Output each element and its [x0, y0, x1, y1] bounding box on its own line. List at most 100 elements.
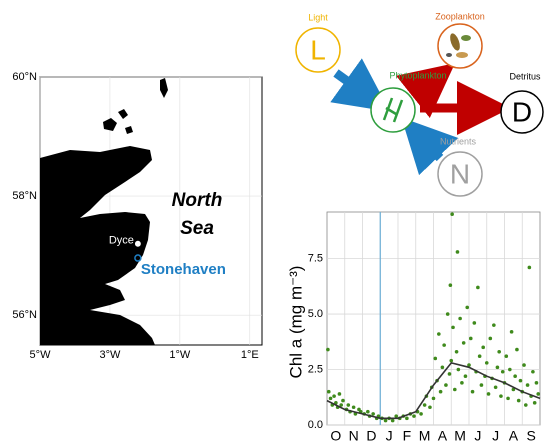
lat-label: 56°N — [12, 309, 37, 321]
point — [347, 403, 351, 407]
y-tick-label: 0.0 — [308, 419, 323, 431]
point — [535, 381, 539, 385]
point — [515, 348, 519, 352]
point — [460, 381, 464, 385]
point — [441, 366, 445, 370]
node-label: Phytoplankton — [389, 70, 446, 80]
arrow — [420, 137, 440, 158]
point — [442, 343, 446, 347]
place-marker — [136, 242, 140, 246]
point — [524, 403, 528, 407]
lat-label: 58°N — [12, 190, 37, 202]
point — [371, 412, 375, 416]
y-tick-label: 2.5 — [308, 363, 323, 375]
figure: 60°N58°N56°N5°W3°W1°W1°ENorthSeaDyceSton… — [0, 0, 544, 448]
x-tick-label: J — [492, 428, 499, 444]
point — [450, 212, 454, 216]
point — [473, 321, 477, 325]
node-label: Light — [308, 12, 328, 22]
point — [433, 357, 437, 361]
point — [451, 326, 455, 330]
point — [464, 374, 468, 378]
point — [522, 363, 526, 367]
point — [432, 397, 436, 401]
point — [513, 374, 517, 378]
point — [338, 392, 342, 396]
point — [476, 286, 480, 290]
food-web-diagram: Light L Zooplankton Phytoplankton Detrit… — [296, 11, 543, 196]
point — [405, 417, 409, 421]
point — [504, 354, 508, 358]
point — [391, 419, 395, 423]
point — [449, 359, 453, 363]
point — [446, 312, 450, 316]
lon-label: 5°W — [30, 349, 52, 361]
lon-label: 3°W — [99, 349, 121, 361]
point — [480, 383, 484, 387]
x-tick-label: D — [366, 428, 376, 444]
x-tick-label: S — [526, 428, 535, 444]
place-label: Stonehaven — [141, 261, 226, 278]
point — [465, 306, 469, 310]
point — [341, 399, 345, 403]
point — [419, 412, 423, 416]
node-symbol: N — [450, 158, 470, 189]
x-tick-label: M — [454, 428, 466, 444]
point — [508, 368, 512, 372]
point — [412, 414, 416, 418]
x-tick-label: J — [386, 428, 393, 444]
point — [329, 397, 333, 401]
point — [471, 390, 475, 394]
point — [384, 419, 388, 423]
node-label: Zooplankton — [435, 11, 485, 21]
point — [437, 332, 441, 336]
node-symbol: D — [512, 96, 532, 127]
point — [457, 368, 461, 372]
node-label: Nutrients — [440, 136, 477, 146]
y-tick-label: 7.5 — [308, 253, 323, 265]
y-axis-title: Chl a (mg m⁻³) — [286, 266, 305, 379]
point — [458, 317, 462, 321]
point — [439, 390, 443, 394]
point — [487, 392, 491, 396]
point — [492, 323, 496, 327]
point — [366, 410, 370, 414]
point — [496, 366, 500, 370]
point — [506, 397, 510, 401]
point — [456, 250, 460, 254]
x-tick-label: M — [419, 428, 431, 444]
point — [526, 383, 530, 387]
point — [453, 388, 457, 392]
point — [478, 354, 482, 358]
x-tick-label: A — [438, 428, 448, 444]
x-tick-label: O — [330, 428, 341, 444]
point — [428, 405, 432, 409]
x-tick-label: F — [403, 428, 412, 444]
lon-label: 1°W — [169, 349, 191, 361]
point — [531, 370, 535, 374]
point — [519, 379, 523, 383]
point — [326, 348, 330, 352]
point — [481, 346, 485, 350]
sea-label: Sea — [180, 218, 214, 239]
point — [494, 385, 498, 389]
lon-label: 1°E — [241, 349, 259, 361]
x-tick-label: A — [509, 428, 519, 444]
point — [517, 399, 521, 403]
point — [394, 414, 398, 418]
y-tick-label: 5.0 — [308, 308, 323, 320]
point — [448, 372, 452, 376]
node-label: Detritus — [509, 71, 541, 81]
point — [536, 392, 540, 396]
point — [528, 266, 532, 270]
point — [462, 341, 466, 345]
point — [501, 370, 505, 374]
point — [352, 405, 356, 409]
point — [332, 394, 336, 398]
point — [497, 350, 501, 354]
lat-label: 60°N — [12, 71, 37, 83]
node-symbol: L — [310, 34, 326, 65]
node-phytoplankton — [371, 88, 415, 132]
